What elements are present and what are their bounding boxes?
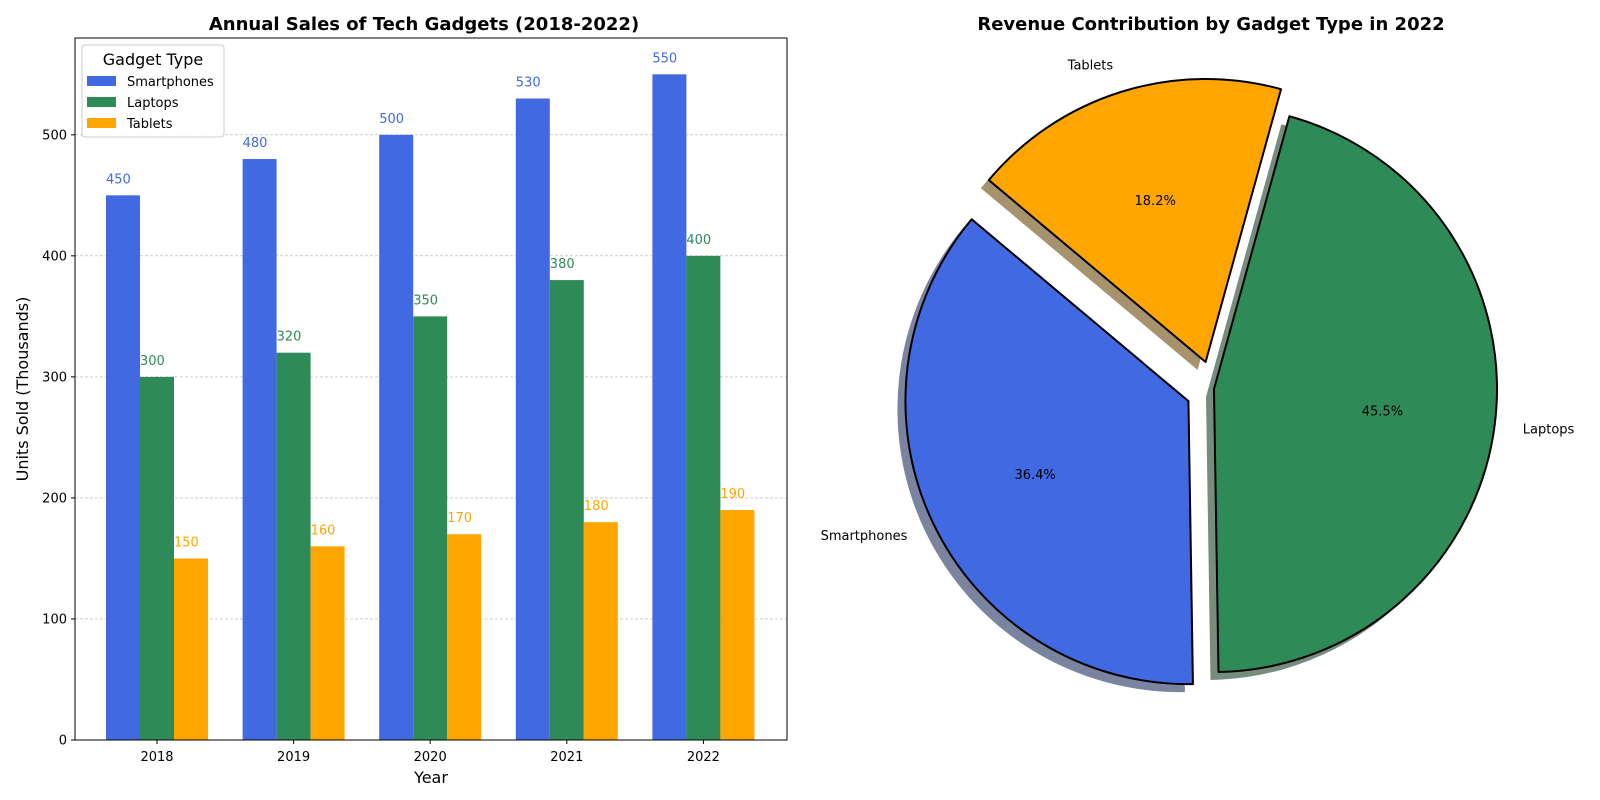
bar-chart-x-axis-ticks: 2018 2019 2020 2021 2022 [140, 740, 720, 765]
bar-laptops-2022 [686, 255, 721, 741]
bar-tablets-2021 [583, 522, 618, 740]
bar-value-label: 190 [720, 487, 745, 502]
x-tick-label: 2019 [277, 750, 310, 765]
bar-chart: Annual Sales of Tech Gadgets (2018-2022)… [13, 14, 788, 787]
pie-chart-title: Revenue Contribution by Gadget Type in 2… [977, 14, 1444, 35]
bar-laptops-2021 [549, 280, 584, 740]
pie-slice-label-tablets: Tablets [1067, 59, 1114, 74]
bar-smartphones-2019 [242, 159, 277, 740]
bar-value-label: 530 [516, 76, 541, 91]
x-tick-label: 2022 [687, 750, 720, 765]
bar-tablets-2019 [310, 546, 345, 740]
pie-chart-slices [904, 78, 1498, 686]
pie-chart-percent-labels: 36.4% 45.5% 18.2% [1014, 194, 1403, 483]
bar-value-label: 150 [174, 535, 199, 550]
bar-chart-y-axis-label: Units Sold (Thousands) [13, 297, 32, 482]
bar-value-label: 480 [243, 136, 268, 151]
pie-percent-label-tablets: 18.2% [1135, 194, 1176, 209]
bar-value-label: 550 [652, 51, 677, 66]
bar-value-label: 400 [686, 233, 711, 248]
pie-chart-slice-labels: Smartphones Laptops Tablets [821, 59, 1575, 544]
bar-tablets-2020 [447, 534, 482, 740]
pie-slice-tablets [987, 78, 1283, 363]
bar-value-label: 300 [140, 354, 165, 369]
bar-value-label: 450 [106, 172, 131, 187]
bar-value-label: 320 [277, 330, 302, 345]
bar-laptops-2020 [413, 316, 448, 740]
y-tick-label: 400 [42, 249, 67, 264]
bar-value-label: 160 [311, 523, 336, 538]
legend-box [81, 44, 225, 138]
bar-laptops-2018 [140, 376, 174, 740]
legend-swatch-tablets [87, 118, 116, 128]
x-tick-label: 2018 [140, 750, 173, 765]
legend-label-smartphones: Smartphones [127, 75, 214, 90]
bar-value-label: 380 [550, 257, 575, 272]
bar-chart-frame [74, 37, 788, 741]
bar-chart-x-axis-label: Year [413, 768, 448, 787]
pie-percent-label-smartphones: 36.4% [1014, 468, 1055, 483]
bar-chart-bars [106, 74, 755, 741]
y-tick-label: 0 [59, 734, 67, 749]
bar-chart-legend: Gadget Type Smartphones Laptops Tablets [81, 44, 225, 138]
x-tick-label: 2021 [550, 750, 583, 765]
bar-smartphones-2018 [106, 195, 140, 740]
y-tick-label: 100 [42, 612, 67, 627]
bar-tablets-2022 [720, 510, 755, 740]
bar-value-label: 350 [413, 293, 438, 308]
bar-laptops-2019 [276, 352, 311, 740]
bar-smartphones-2020 [379, 134, 414, 741]
pie-slice-smartphones [904, 218, 1194, 686]
bar-value-label: 500 [379, 112, 404, 127]
legend-entries: Smartphones Laptops Tablets [87, 75, 214, 132]
y-tick-label: 200 [42, 491, 67, 506]
pie-slice-label-laptops: Laptops [1523, 422, 1575, 437]
y-tick-label: 500 [42, 128, 67, 143]
legend-swatch-smartphones [87, 76, 116, 86]
x-tick-label: 2020 [414, 750, 447, 765]
bar-tablets-2018 [174, 558, 208, 740]
legend-swatch-laptops [87, 97, 116, 107]
pie-slice-laptops [1213, 115, 1498, 673]
legend-label-tablets: Tablets [126, 117, 173, 132]
pie-percent-label-laptops: 45.5% [1362, 404, 1403, 419]
legend-label-laptops: Laptops [127, 96, 179, 111]
bar-value-label: 170 [447, 511, 472, 526]
bar-smartphones-2021 [515, 98, 550, 741]
bar-chart-value-labels: 450 300 150 480 320 160 500 350 170 530 380 180 550 4… [106, 51, 745, 550]
bar-chart-title: Annual Sales of Tech Gadgets (2018-2022) [209, 14, 639, 35]
bar-value-label: 180 [584, 499, 609, 514]
pie-slice-label-smartphones: Smartphones [821, 529, 908, 544]
bar-smartphones-2022 [652, 74, 687, 740]
bar-chart-y-axis-ticks: 0 100 200 300 400 500 [42, 128, 75, 749]
y-tick-label: 300 [42, 370, 67, 385]
pie-chart: Revenue Contribution by Gadget Type in 2… [821, 14, 1575, 693]
legend-title: Gadget Type [103, 50, 203, 69]
